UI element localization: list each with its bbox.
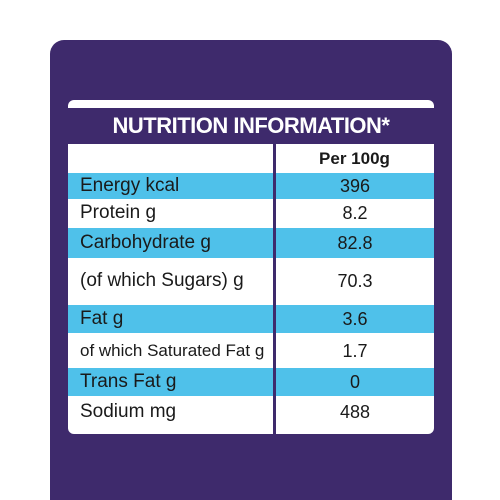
nutrient-value: 396 bbox=[339, 175, 371, 196]
table-row: Energy kcal 396 bbox=[68, 173, 434, 199]
nutrient-value: 0 bbox=[349, 371, 360, 392]
nutrient-name: Carbohydrate g bbox=[80, 232, 211, 253]
nutrient-name: (of which Sugars) g bbox=[80, 270, 244, 291]
table-row: Protein g 8.2 bbox=[68, 200, 434, 226]
nutrition-table: NUTRITION INFORMATION* Per 100g Energy k… bbox=[68, 100, 434, 434]
table-row: Sodium mg 488 bbox=[68, 398, 434, 426]
table-row: Fat g 3.6 bbox=[68, 305, 434, 333]
column-divider bbox=[273, 144, 276, 434]
table-row: of which Saturated Fat g 1.7 bbox=[68, 337, 434, 365]
nutrient-name: Energy kcal bbox=[80, 175, 180, 196]
nutrient-value: 488 bbox=[339, 401, 371, 422]
table-row: Carbohydrate g 82.8 bbox=[68, 228, 434, 258]
nutrient-name: Trans Fat g bbox=[80, 371, 177, 392]
nutrient-name: Sodium mg bbox=[80, 401, 177, 422]
table-title: NUTRITION INFORMATION* bbox=[68, 108, 434, 144]
table-row: (of which Sugars) g 70.3 bbox=[68, 262, 434, 300]
column-header: Per 100g bbox=[319, 149, 390, 168]
nutrient-name: of which Saturated Fat g bbox=[80, 341, 265, 360]
nutrient-value: 3.6 bbox=[342, 308, 368, 329]
nutrient-value: 1.7 bbox=[342, 340, 368, 361]
nutrient-value: 70.3 bbox=[337, 270, 373, 291]
nutrient-name: Fat g bbox=[80, 308, 124, 329]
nutrient-value: 82.8 bbox=[337, 232, 373, 253]
nutrient-name: Protein g bbox=[80, 202, 157, 223]
table-row: Trans Fat g 0 bbox=[68, 368, 434, 396]
nutrient-value: 8.2 bbox=[342, 202, 368, 223]
